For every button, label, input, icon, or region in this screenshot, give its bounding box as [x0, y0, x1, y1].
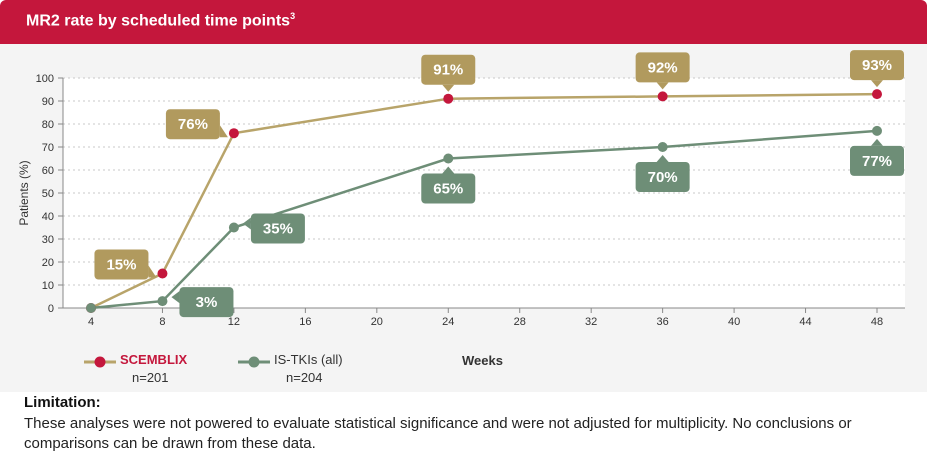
data-label-pointer — [656, 82, 669, 90]
data-label-bg — [250, 213, 305, 244]
data-label-pointer — [242, 217, 251, 230]
data-label-pointer — [871, 80, 883, 88]
data-label-bg — [179, 287, 234, 318]
data-label-bg — [635, 52, 690, 83]
x-tick-label: 16 — [299, 316, 311, 328]
y-tick-label: 80 — [42, 119, 54, 131]
x-tick-label: 48 — [871, 316, 883, 328]
data-label: 15% — [106, 257, 136, 274]
x-axis-title: Weeks — [462, 353, 503, 368]
y-axis-title: Patients (%) — [17, 160, 31, 225]
data-label-pointer — [442, 84, 455, 92]
data-label-pointer — [871, 138, 883, 146]
data-label-bg — [165, 109, 220, 140]
y-tick-label: 100 — [36, 73, 54, 85]
data-label: 76% — [178, 116, 208, 133]
data-label: 93% — [862, 57, 892, 74]
x-tick-label: 28 — [514, 316, 526, 328]
legend-label: IS-TKIs (all) — [274, 352, 343, 367]
data-label-pointer — [442, 166, 455, 174]
legend-n-label: n=201 — [132, 370, 169, 385]
y-tick-label: 70 — [42, 142, 54, 154]
data-point — [657, 142, 668, 152]
series-line-0 — [90, 92, 878, 310]
data-label-bg — [850, 50, 904, 81]
legend-swatch-scemblix — [84, 356, 116, 368]
y-tick-label: 60 — [42, 165, 54, 177]
limitation-text: These analyses were not powered to evalu… — [24, 415, 852, 452]
x-tick-label: 20 — [371, 316, 383, 328]
data-point — [872, 89, 882, 100]
data-label: 70% — [648, 169, 678, 186]
data-label-pointer — [219, 125, 228, 138]
legend-n-label: n=204 — [286, 370, 323, 385]
y-tick-label: 10 — [42, 280, 54, 292]
data-point — [228, 222, 239, 233]
x-tick-label: 4 — [88, 316, 94, 328]
data-label: 35% — [263, 221, 293, 238]
limitation-title: Limitation: — [24, 394, 101, 411]
data-label: 92% — [648, 59, 678, 76]
data-point — [157, 268, 168, 279]
y-tick-label: 40 — [42, 211, 54, 223]
data-label-pointer — [656, 155, 669, 162]
data-point — [157, 296, 168, 307]
data-label: 77% — [862, 153, 892, 170]
data-label: 91% — [433, 62, 463, 79]
x-tick-label: 12 — [228, 316, 240, 328]
y-tick-label: 30 — [42, 234, 54, 246]
x-tick-label: 8 — [159, 316, 165, 328]
data-label: 65% — [433, 181, 463, 198]
x-tick-label: 24 — [442, 316, 454, 328]
chart-header: MR2 rate by scheduled time points3 — [0, 0, 927, 44]
data-label-bg — [421, 173, 476, 204]
data-label-bg — [850, 145, 904, 176]
data-label: 3% — [196, 294, 218, 311]
y-tick-label: 20 — [42, 257, 54, 269]
x-tick-label: 44 — [799, 316, 811, 328]
data-point — [228, 128, 239, 139]
legend-swatch-is-tkis — [238, 356, 270, 368]
data-point — [657, 91, 668, 102]
data-label-bg — [421, 54, 476, 85]
data-point — [443, 153, 454, 164]
legend-label: SCEMBLIX — [120, 352, 188, 367]
series-line-1 — [90, 129, 878, 310]
data-point — [443, 93, 454, 104]
data-label-pointer — [171, 291, 180, 304]
data-point — [86, 303, 96, 313]
x-tick-label: 32 — [585, 316, 597, 328]
data-label-pointer — [148, 265, 157, 278]
y-tick-label: 50 — [42, 188, 54, 200]
data-point — [872, 125, 882, 136]
y-tick-label: 0 — [48, 303, 54, 315]
y-tick-label: 90 — [42, 96, 54, 108]
data-label-bg — [635, 162, 690, 192]
x-tick-label: 40 — [728, 316, 740, 328]
x-tick-label: 36 — [657, 316, 669, 328]
data-label-bg — [94, 249, 149, 280]
chart-title: MR2 rate by scheduled time points3 — [26, 11, 296, 30]
